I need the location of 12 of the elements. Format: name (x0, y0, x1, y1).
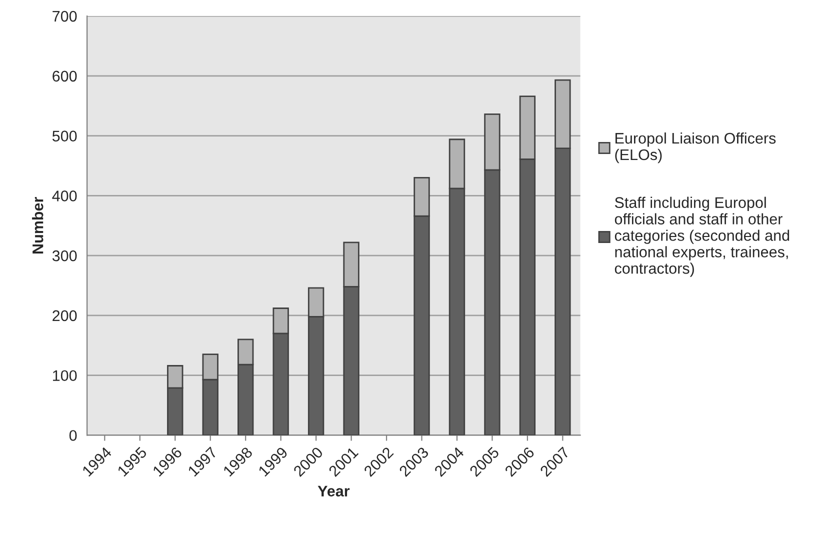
y-tick-label: 0 (69, 430, 77, 441)
y-tick-label: 200 (52, 310, 77, 322)
y-tick-label: 300 (52, 250, 77, 262)
y-tick-label: 100 (53, 370, 77, 382)
y-tick-label: 600 (52, 70, 77, 82)
y-axis-title: Number (32, 196, 44, 254)
y-tick-label: 500 (52, 130, 77, 142)
legend-label: Staff including Europol officials and staff in other categories (seconded and national experts, trainees, contractors) (614, 196, 790, 277)
x-axis-title: Year (318, 486, 350, 497)
y-tick-label: 700 (52, 10, 77, 22)
legend-label: Europol Liaison Officers (ELOs) (615, 132, 776, 164)
y-tick-label: 400 (52, 190, 77, 202)
